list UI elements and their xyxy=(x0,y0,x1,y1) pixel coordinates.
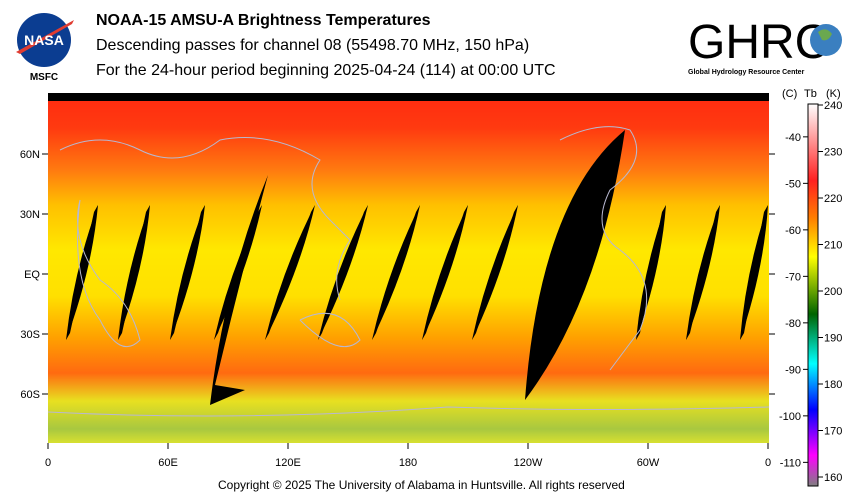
colorbar-k-label: 220 xyxy=(824,193,842,205)
x-tick-label: 0 xyxy=(765,457,771,469)
colorbar-k-label: 160 xyxy=(824,472,842,484)
colorbar-c-label: -100 xyxy=(779,411,801,423)
y-tick-label: 30N xyxy=(20,209,40,221)
x-tick-label: 120E xyxy=(275,457,301,469)
orbit-gap xyxy=(422,205,468,340)
chart-subtitle-channel: Descending passes for channel 08 (55498.… xyxy=(96,37,530,54)
orbit-gap xyxy=(372,205,420,340)
colorbar-k-label: 190 xyxy=(824,333,842,345)
orbit-gap xyxy=(170,205,205,340)
orbit-gap xyxy=(472,205,518,340)
y-tick-label: 60N xyxy=(20,149,40,161)
orbit-gap xyxy=(636,205,666,340)
y-tick-label: EQ xyxy=(24,269,40,281)
colorbar-k-label: 200 xyxy=(824,286,842,298)
colorbar-k-label: 170 xyxy=(824,426,842,438)
no-data-band xyxy=(48,93,769,101)
chart-subtitle-period: For the 24-hour period beginning 2025-04… xyxy=(96,62,556,79)
y-tick-label: 30S xyxy=(20,329,40,341)
coastlines xyxy=(47,126,770,417)
colorbar-k-label: 240 xyxy=(824,100,842,112)
colorbar-header-k: (K) xyxy=(826,88,841,100)
colorbar-c-label: -60 xyxy=(785,225,801,237)
colorbar-header-c: (C) xyxy=(782,88,797,100)
x-tick-label: 120W xyxy=(514,457,543,469)
colorbar-header-tb: Tb xyxy=(804,88,817,100)
svg-text:MSFC: MSFC xyxy=(30,72,58,82)
colorbar-c-label: -90 xyxy=(785,364,801,376)
colorbar-k-label: 210 xyxy=(824,240,842,252)
colorbar-c-label: -80 xyxy=(785,318,801,330)
svg-text:Global Hydrology Resource Cent: Global Hydrology Resource Center xyxy=(688,69,805,76)
orbit-gap xyxy=(265,205,315,340)
colorbar-c-label: -40 xyxy=(785,132,801,144)
colorbar-c-label: -70 xyxy=(785,271,801,283)
svg-text:NASA: NASA xyxy=(24,32,64,48)
orbit-gap xyxy=(525,130,625,400)
chart-title: NOAA-15 AMSU-A Brightness Temperatures xyxy=(96,12,431,29)
colorbar-k-label: 230 xyxy=(824,147,842,159)
orbit-gap xyxy=(318,205,368,340)
colorbar-c-label: -50 xyxy=(785,178,801,190)
colorbar-k-label: 180 xyxy=(824,379,842,391)
nasa-logo: NASA MSFC xyxy=(16,13,74,82)
orbit-gap xyxy=(66,205,98,340)
x-tick-label: 0 xyxy=(45,457,51,469)
ghrc-logo: GHRC Global Hydrology Resource Center xyxy=(688,16,842,76)
colorbar xyxy=(807,103,819,487)
orbit-gap xyxy=(740,205,768,340)
orbit-gap xyxy=(686,205,720,340)
x-tick-label: 180 xyxy=(399,457,417,469)
colorbar-c-label: -110 xyxy=(780,457,801,469)
x-tick-label: 60W xyxy=(637,457,660,469)
copyright: Copyright © 2025 The University of Alaba… xyxy=(218,478,625,492)
x-tick-label: 60E xyxy=(158,457,178,469)
svg-text:GHRC: GHRC xyxy=(688,16,829,69)
tb-field xyxy=(48,93,769,443)
y-tick-label: 60S xyxy=(20,389,40,401)
